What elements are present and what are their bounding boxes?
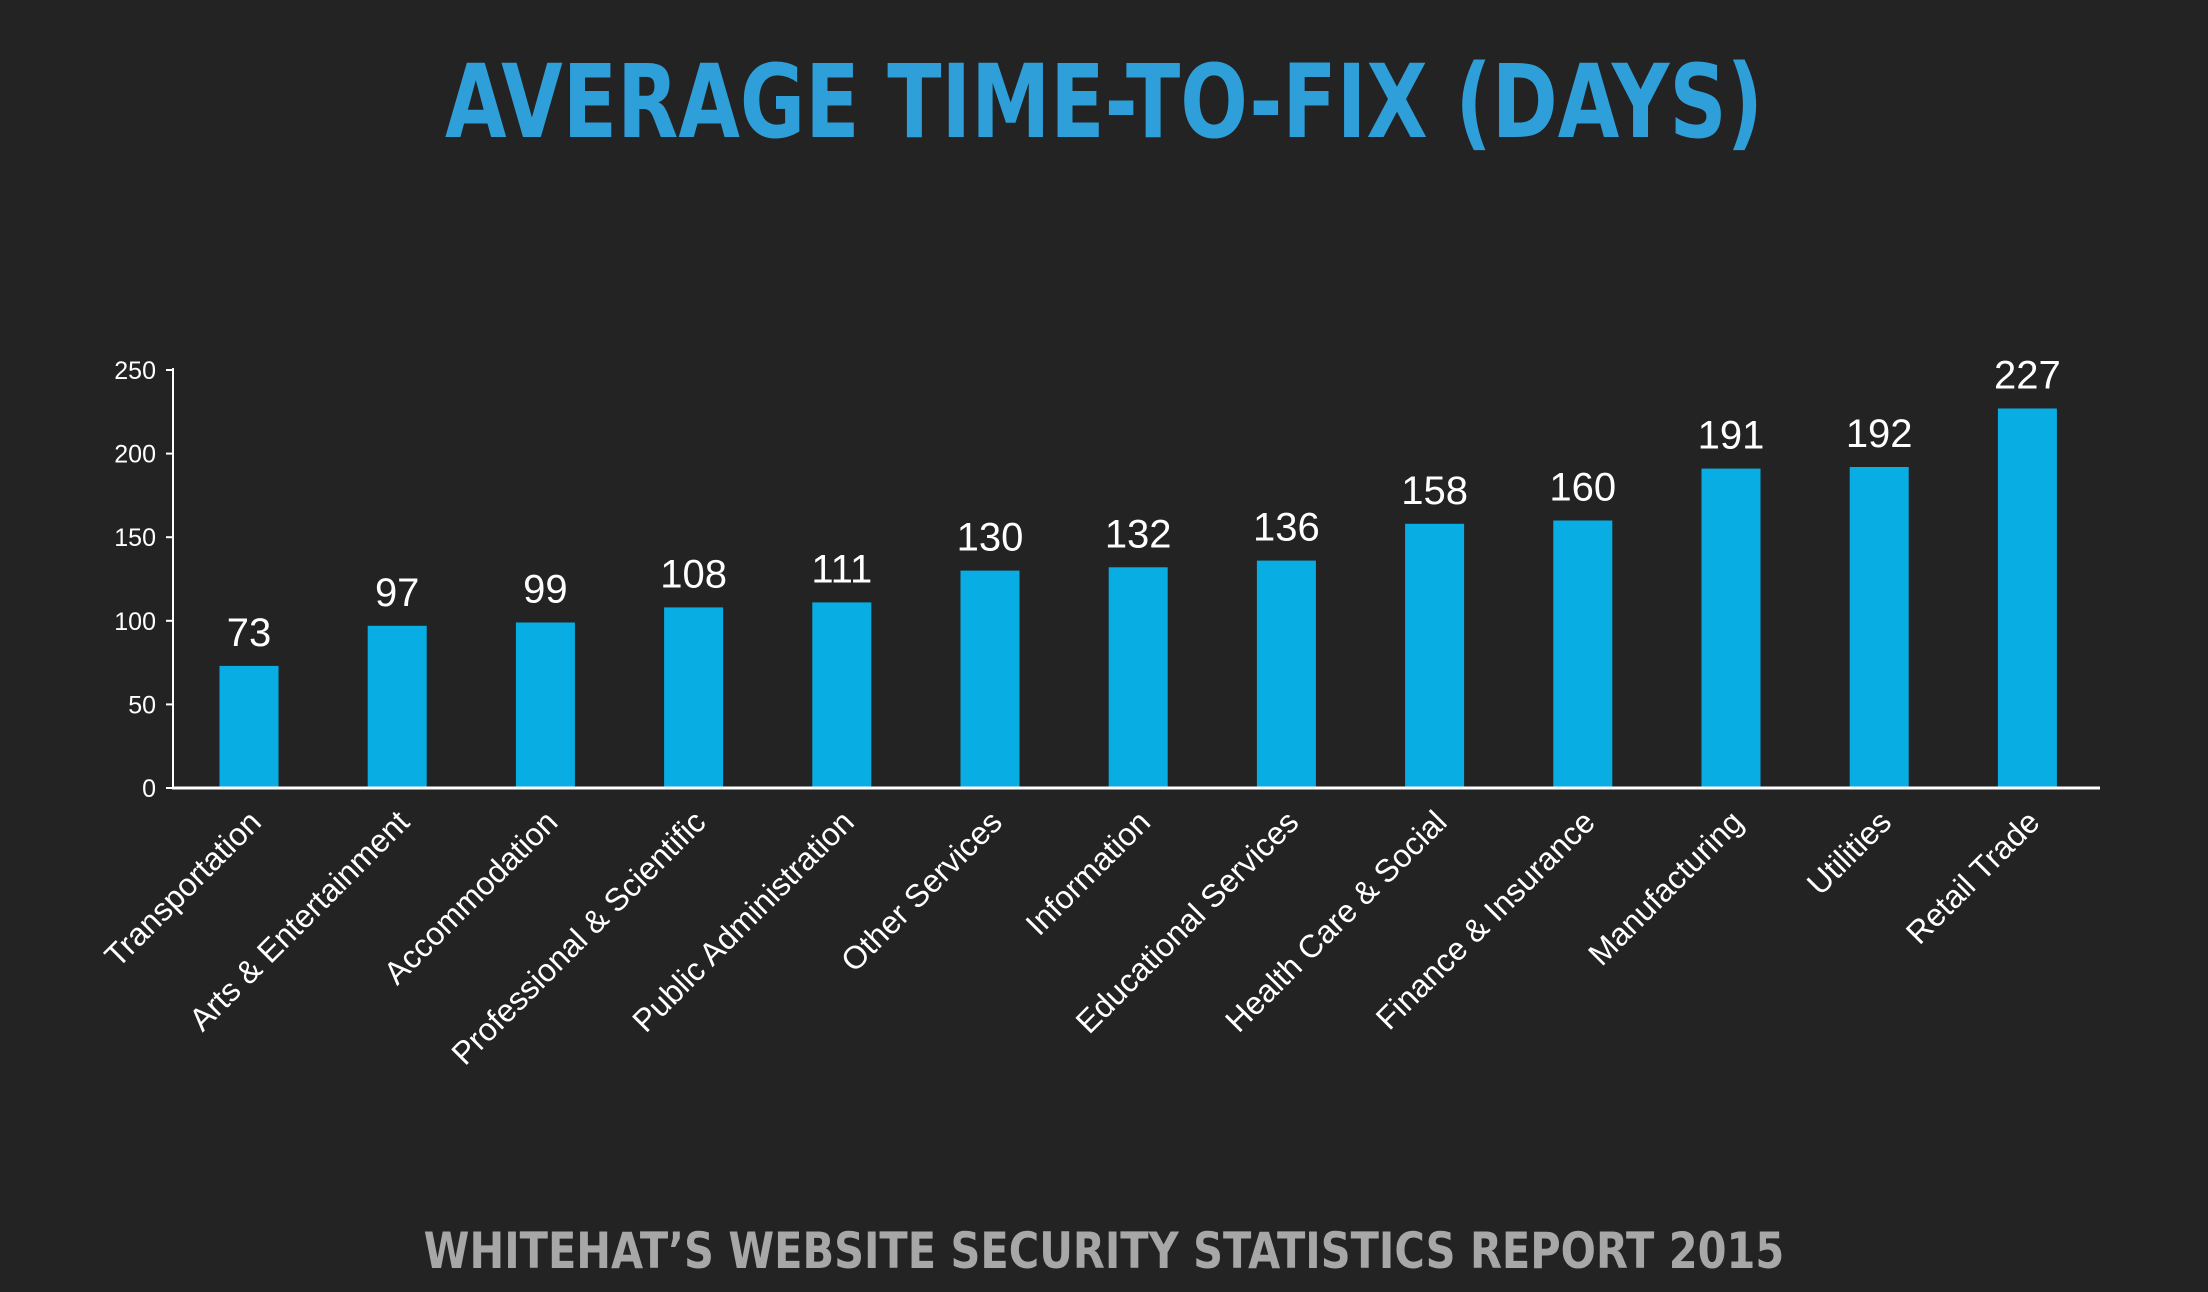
y-tick-label: 50 (128, 691, 156, 719)
category-label: Transportation (97, 803, 268, 974)
category-label: Retail Trade (1899, 803, 2046, 950)
y-axis-ticks: 0 50 100 150 200 250 (114, 357, 173, 803)
bar (1849, 467, 1909, 788)
data-label: 73 (227, 611, 272, 655)
data-label: 160 (1549, 466, 1616, 510)
bar (1405, 523, 1465, 788)
data-label: 158 (1401, 469, 1468, 513)
data-label: 111 (811, 547, 872, 591)
y-tick-label: 0 (142, 775, 156, 803)
data-label: 97 (375, 571, 420, 615)
data-labels: 73 97 99 108 111 130 132 136 158 160 191 192 227 (227, 354, 2061, 655)
bar (960, 570, 1020, 788)
category-label: Professional & Scientific (444, 803, 712, 1071)
bars (219, 408, 2057, 788)
category-label: Utilities (1800, 803, 1898, 901)
category-label: Other Services (834, 803, 1009, 978)
category-label: Manufacturing (1581, 803, 1750, 972)
data-label: 130 (957, 516, 1024, 560)
bar (1553, 520, 1613, 788)
data-label: 192 (1846, 412, 1913, 456)
data-label: 108 (660, 552, 727, 596)
bar (1701, 468, 1761, 788)
bar (515, 622, 575, 788)
bar (367, 625, 427, 788)
axes (172, 368, 2100, 790)
bar (1997, 408, 2057, 788)
bar (664, 607, 724, 788)
y-tick-label: 250 (114, 357, 156, 385)
category-label: Information (1019, 803, 1158, 942)
data-label: 227 (1994, 354, 2061, 398)
data-label: 99 (523, 568, 568, 612)
data-label: 132 (1105, 512, 1172, 556)
y-tick-label: 150 (114, 524, 156, 552)
y-tick-label: 200 (114, 441, 156, 469)
bar (1256, 560, 1316, 788)
chart-title: AVERAGE TIME-TO-FIX (DAYS) (444, 43, 1764, 162)
report-footer: WHITEHAT’S WEBSITE SECURITY STATISTICS R… (423, 1222, 1785, 1280)
data-label: 191 (1698, 414, 1765, 458)
y-tick-label: 100 (114, 608, 156, 636)
bar (812, 602, 872, 788)
data-label: 136 (1253, 506, 1320, 550)
bar (219, 665, 279, 788)
bar (1108, 567, 1168, 788)
